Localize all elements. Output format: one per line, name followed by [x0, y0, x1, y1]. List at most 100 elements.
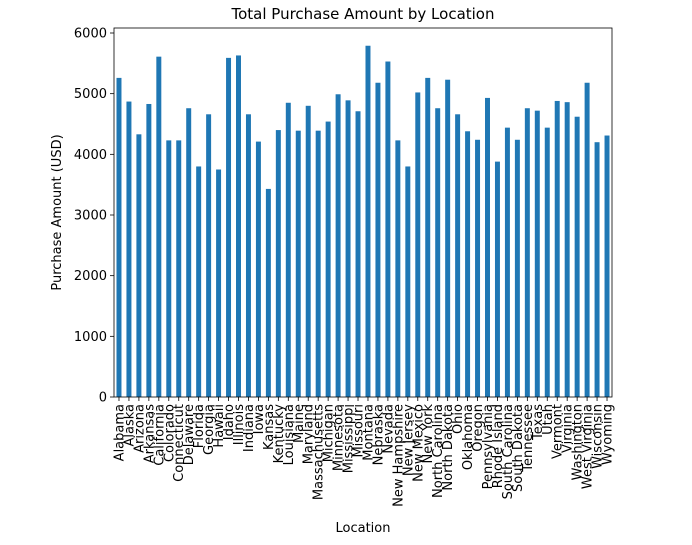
bar-south-carolina: [504, 127, 510, 397]
x-tick-label: New York: [421, 404, 436, 464]
x-tick-label: Pennsylvania: [481, 404, 496, 489]
bar-maine: [295, 130, 301, 397]
x-tick-label: Georgia: [202, 404, 217, 455]
bar-minnesota: [335, 94, 341, 398]
bar-west-virginia: [584, 82, 590, 397]
bar-oregon: [475, 139, 481, 398]
bar-florida: [196, 166, 202, 397]
plot-frame: [113, 27, 613, 398]
bar-ohio: [455, 114, 461, 397]
bar-massachusetts: [315, 130, 321, 397]
bar-kentucky: [275, 130, 281, 398]
x-tick-label: Oklahoma: [461, 404, 476, 470]
x-tick-label: Kansas: [262, 404, 277, 450]
bars-group: [116, 45, 610, 398]
x-tick-label: Delaware: [182, 404, 197, 465]
x-tick-label: Maryland: [302, 404, 317, 464]
bar-illinois: [236, 55, 241, 398]
bar-new-jersey: [405, 166, 411, 397]
bar-connecticut: [176, 140, 182, 397]
x-tick-label: Utah: [541, 404, 556, 435]
y-tick-label: 5000: [74, 87, 107, 102]
bar-alaska: [126, 101, 132, 397]
x-tick-label: Arkansas: [142, 404, 157, 463]
bar-north-carolina: [435, 108, 441, 397]
x-tick-label: Massachusetts: [312, 404, 327, 500]
bar-montana: [365, 45, 371, 398]
bar-new-york: [425, 77, 431, 397]
x-tick-label: New Hampshire: [391, 404, 406, 507]
bar-vermont: [554, 100, 560, 398]
x-tick-label: Wyoming: [601, 404, 616, 465]
x-tick-label: Montana: [361, 404, 376, 461]
bar-nebraska: [375, 82, 381, 397]
x-tick-label: Michigan: [322, 404, 337, 462]
x-tick-label: Rhode Island: [491, 404, 506, 488]
bar-delaware: [186, 108, 192, 397]
bar-pennsylvania: [485, 97, 490, 397]
x-tick-label: California: [152, 404, 167, 466]
x-tick-label: Louisiana: [282, 404, 297, 465]
x-axis-title: Location: [336, 521, 391, 536]
bar-california: [156, 56, 162, 397]
bar-mississippi: [345, 100, 351, 397]
bar-wyoming: [604, 135, 610, 397]
x-ticks-group: AlabamaAlaskaArizonaArkansasCaliforniaCo…: [112, 397, 616, 507]
chart-title: Total Purchase Amount by Location: [230, 5, 494, 23]
bar-utah: [544, 127, 550, 397]
x-tick-label: New Mexico: [411, 404, 426, 482]
bar-kansas: [265, 188, 271, 397]
bar-colorado: [166, 140, 172, 397]
bar-nevada: [385, 61, 391, 397]
y-tick-label: 4000: [74, 148, 107, 163]
x-tick-label: Mississippi: [342, 404, 357, 473]
bar-hawaii: [216, 169, 222, 397]
bar-washington: [574, 116, 580, 397]
y-tick-label: 3000: [74, 209, 107, 224]
bar-missouri: [355, 111, 361, 397]
bar-wisconsin: [594, 142, 600, 397]
x-tick-label: Alabama: [112, 404, 127, 461]
bar-oklahoma: [465, 131, 471, 397]
bar-arizona: [136, 134, 142, 397]
x-tick-label: Maine: [292, 404, 307, 443]
x-tick-label: North Dakota: [441, 404, 456, 491]
bar-alabama: [116, 77, 122, 397]
x-tick-label: Hawaii: [212, 404, 227, 448]
x-tick-label: Vermont: [551, 404, 566, 459]
x-tick-label: Illinois: [232, 404, 247, 445]
bar-north-dakota: [445, 79, 451, 398]
bar-louisiana: [285, 102, 291, 398]
y-axis-title: Purchase Amount (USD): [50, 134, 65, 290]
x-tick-label: Colorado: [162, 404, 177, 462]
bar-michigan: [325, 121, 331, 397]
x-tick-label: Nevada: [381, 404, 396, 454]
x-tick-label: South Carolina: [501, 404, 516, 499]
y-tick-label: 0: [99, 391, 107, 406]
y-tick-label: 2000: [74, 269, 107, 284]
x-tick-label: Indiana: [242, 404, 257, 452]
x-tick-label: Texas: [531, 404, 546, 441]
y-ticks-group: 0 1000 2000 3000 4000 5000 6000: [74, 27, 114, 406]
x-tick-label: Idaho: [222, 404, 237, 440]
bar-tennessee: [524, 108, 530, 397]
x-tick-label: Iowa: [252, 404, 267, 434]
x-tick-label: Arizona: [132, 404, 147, 453]
x-tick-label: South Dakota: [511, 404, 526, 492]
x-tick-label: Washington: [571, 404, 586, 480]
bar-iowa: [255, 141, 261, 397]
bar-rhode-island: [494, 161, 500, 397]
y-tick-label: 1000: [74, 330, 107, 345]
bar-indiana: [245, 114, 251, 397]
x-tick-label: Oregon: [471, 404, 486, 452]
bar-maryland: [305, 105, 311, 398]
x-tick-label: Alaska: [122, 404, 137, 447]
x-tick-label: Connecticut: [172, 404, 187, 482]
x-tick-label: New Jersey: [401, 404, 416, 476]
y-tick-label: 6000: [74, 27, 107, 42]
x-tick-label: Kentucky: [272, 404, 287, 464]
bar-arkansas: [146, 103, 152, 397]
x-tick-label: Minnesota: [332, 404, 347, 471]
